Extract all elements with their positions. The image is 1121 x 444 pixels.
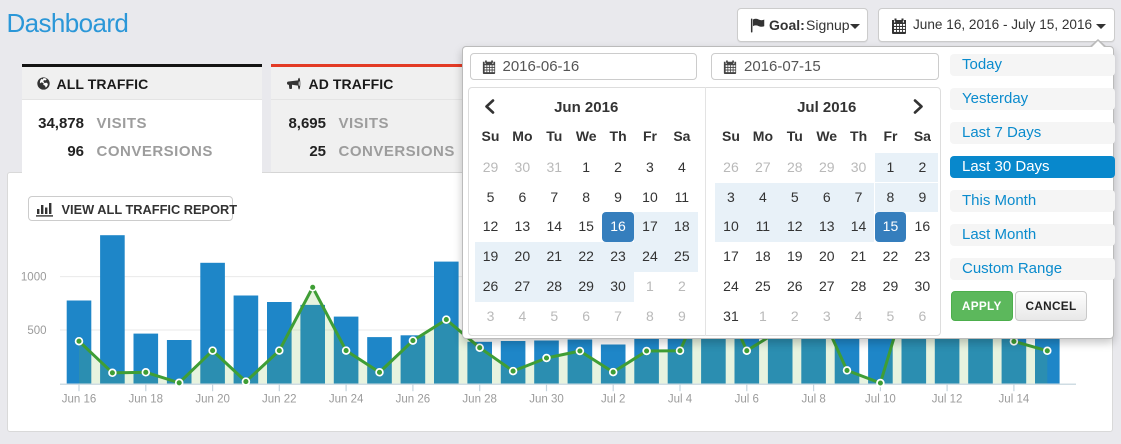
svg-text:Jul 10: Jul 10 — [865, 394, 896, 406]
svg-text:Jul 6: Jul 6 — [735, 394, 759, 406]
svg-text:1000: 1000 — [21, 272, 47, 284]
svg-text:Jul 4: Jul 4 — [668, 394, 693, 406]
svg-text:Jun 22: Jun 22 — [262, 394, 297, 406]
svg-text:Jun 16: Jun 16 — [62, 394, 97, 406]
svg-text:Jun 20: Jun 20 — [195, 394, 230, 406]
svg-text:Jul 8: Jul 8 — [801, 394, 825, 406]
svg-text:Jun 26: Jun 26 — [396, 394, 431, 406]
svg-text:Jun 24: Jun 24 — [329, 394, 364, 406]
svg-text:Jul 12: Jul 12 — [932, 394, 963, 406]
svg-text:Jun 30: Jun 30 — [529, 394, 564, 406]
svg-text:Jun 28: Jun 28 — [462, 394, 497, 406]
svg-text:Jul 14: Jul 14 — [999, 394, 1030, 406]
svg-text:500: 500 — [27, 325, 46, 337]
svg-text:Jul 2: Jul 2 — [601, 394, 625, 406]
svg-text:Jun 18: Jun 18 — [129, 394, 164, 406]
